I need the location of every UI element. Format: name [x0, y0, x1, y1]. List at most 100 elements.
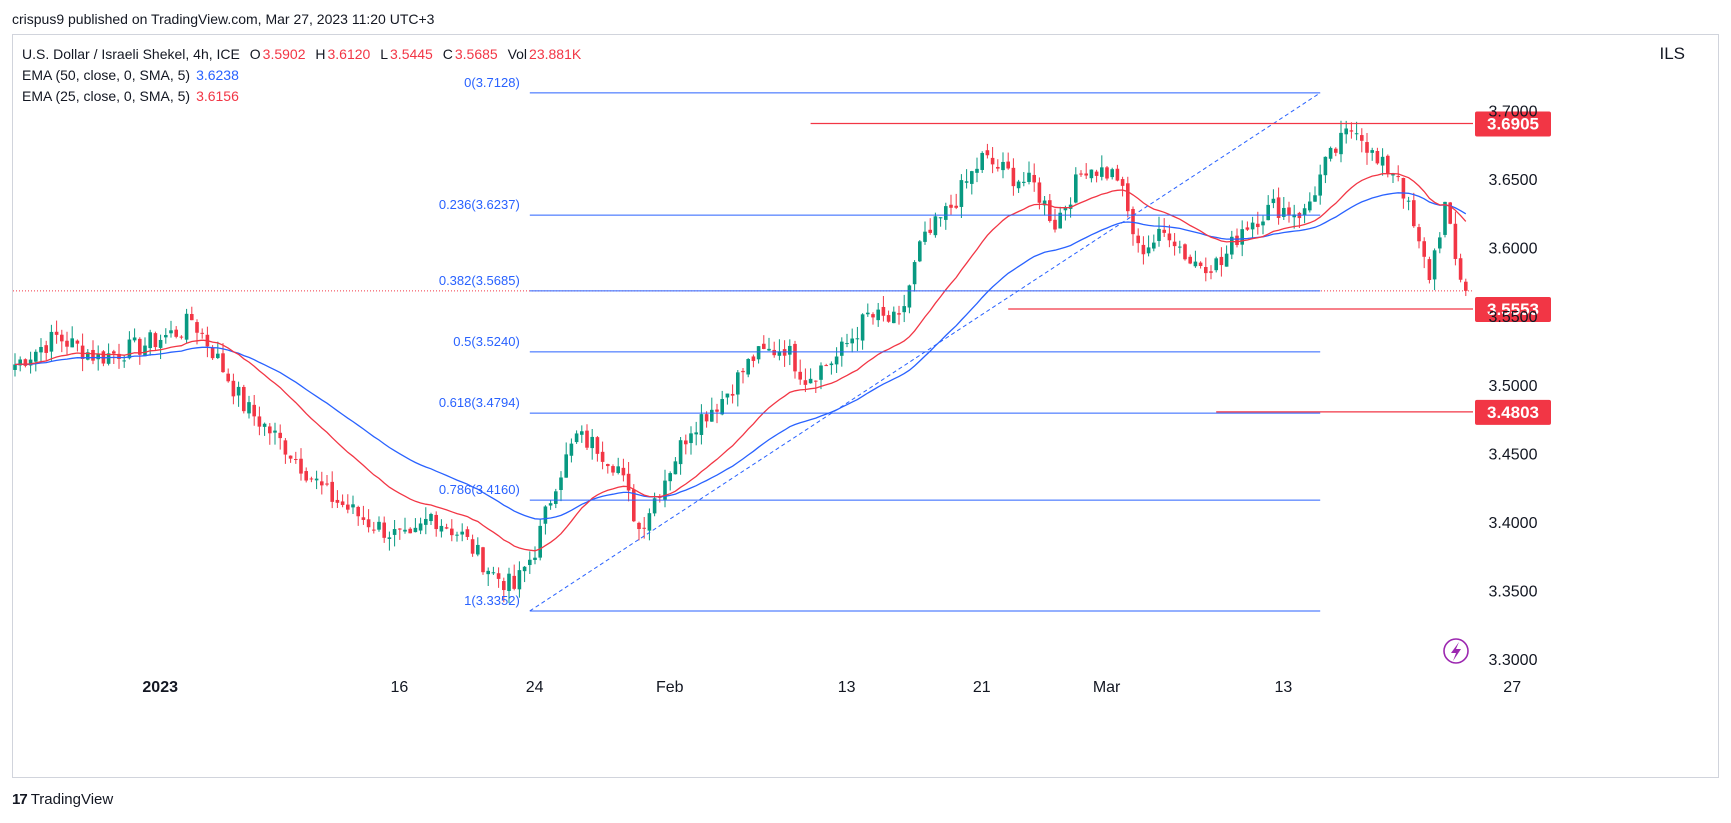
candle [684, 434, 688, 455]
candle-body [330, 481, 334, 502]
candle [923, 221, 927, 245]
candle-body [70, 338, 74, 348]
candle [1001, 152, 1005, 179]
candle [190, 306, 194, 321]
price-chart[interactable]: 0(3.7128) 0.236(3.6237) 0.382(3.5685) 0.5(3… [13, 35, 1718, 777]
candle-body [777, 351, 782, 356]
candle [1344, 120, 1348, 144]
candle [153, 331, 158, 351]
lightning-icon[interactable] [1443, 638, 1469, 664]
candle-body [600, 451, 605, 462]
candle [455, 531, 459, 542]
x-axis-tick-label: 27 [1503, 679, 1521, 696]
brand-name: TradingView [30, 791, 114, 808]
candle-body [970, 171, 974, 184]
candle [938, 217, 943, 227]
candle [1209, 265, 1213, 280]
candle-body [845, 343, 849, 345]
candle-body [1339, 132, 1343, 155]
candle [528, 551, 532, 574]
candle-body [652, 498, 657, 514]
candle [294, 451, 298, 464]
x-axis-tick-label: 13 [838, 679, 856, 696]
candle [346, 494, 350, 514]
candle-body [1152, 242, 1156, 249]
candle [517, 561, 522, 598]
candle [814, 380, 818, 394]
candle-body [512, 575, 516, 589]
candle-body [1224, 253, 1229, 267]
candle [1084, 163, 1088, 179]
candle-body [1292, 214, 1296, 218]
candle [554, 488, 558, 509]
candle-body [902, 306, 906, 313]
candle-body [1396, 176, 1400, 178]
candle [507, 567, 511, 604]
candle [751, 354, 756, 368]
candle-body [356, 506, 360, 517]
candle [1126, 176, 1130, 218]
candle-body [439, 525, 444, 532]
candle-body [1204, 267, 1208, 274]
candle [418, 517, 423, 535]
candle [1250, 216, 1255, 239]
symbol-label[interactable]: U.S. Dollar / Israeli Shekel, 4h, ICE [22, 46, 240, 62]
candle [1074, 167, 1078, 204]
candle [309, 476, 314, 483]
candle [808, 368, 813, 384]
candle [1006, 152, 1010, 170]
candle-body [819, 365, 823, 380]
candle-body [1141, 244, 1146, 255]
candle [299, 448, 303, 481]
candle [944, 202, 948, 230]
candle [70, 326, 74, 348]
candle-body [294, 459, 298, 461]
footer-brand[interactable]: 17 TradingView [12, 791, 113, 808]
candle [257, 406, 262, 436]
candle [236, 381, 241, 407]
candle-body [1022, 181, 1026, 183]
candle-body [1438, 237, 1442, 249]
candle [91, 340, 95, 365]
candle-body [715, 409, 719, 412]
price-tag: 3.4803 [1475, 399, 1551, 425]
currency-label[interactable]: ILS [1659, 44, 1685, 63]
ema50-row[interactable]: EMA (50, close, 0, SMA, 5) 3.6238 [22, 65, 587, 86]
low-value: 3.5445 [390, 46, 433, 62]
candle [1360, 128, 1364, 153]
candle-body [580, 431, 584, 435]
candle [335, 490, 340, 508]
candle [444, 523, 449, 530]
candle-body [1219, 256, 1224, 266]
candle [1427, 256, 1432, 284]
y-axis-tick-label: 3.4500 [1489, 446, 1538, 463]
candle-body [1172, 241, 1177, 247]
candle-body [704, 414, 709, 422]
candle [907, 284, 912, 314]
candle-body [164, 335, 168, 338]
candle [1214, 256, 1218, 273]
candle [356, 505, 360, 526]
candle-body [1188, 256, 1192, 264]
candle-body [1276, 197, 1281, 218]
y-axis-tick-label: 3.6500 [1489, 172, 1538, 189]
candle-body [257, 416, 262, 427]
candle-body [876, 309, 880, 321]
candle-body [1313, 195, 1317, 202]
candle-body [1027, 172, 1031, 182]
candle-body [507, 573, 511, 591]
ema25-row[interactable]: EMA (25, close, 0, SMA, 5) 3.6156 [22, 86, 587, 107]
candle-body [340, 501, 345, 505]
candle-body [174, 329, 178, 337]
candle-body [1230, 236, 1234, 255]
candle [429, 512, 433, 525]
candle-body [44, 345, 48, 353]
candle [772, 341, 776, 358]
high-value: 3.6120 [327, 46, 371, 62]
candle-body [990, 157, 995, 165]
candle [767, 337, 771, 352]
candle-body [699, 414, 704, 435]
candle [933, 212, 938, 238]
candle-body [408, 528, 412, 534]
candle [1261, 215, 1265, 235]
